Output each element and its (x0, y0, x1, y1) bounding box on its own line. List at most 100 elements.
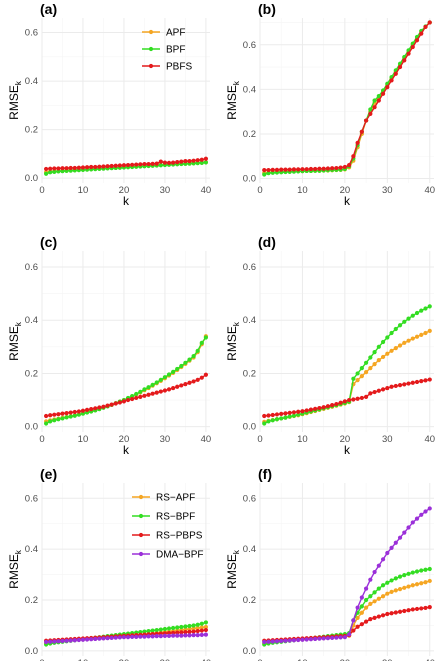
x-tick-label: 10 (297, 434, 308, 445)
legend-label: RS−BPF (156, 512, 195, 523)
data-point (166, 160, 172, 165)
data-point (56, 417, 61, 422)
data-point (313, 636, 318, 642)
data-point (150, 161, 155, 166)
x-tick-label: 40 (424, 185, 435, 196)
data-point (338, 635, 343, 640)
data-point (68, 165, 73, 171)
data-point (402, 58, 407, 63)
data-point (351, 376, 356, 381)
data-point (162, 626, 168, 632)
data-point (376, 93, 381, 99)
data-point (262, 167, 267, 173)
y-tick-label: 0.0 (25, 422, 38, 433)
data-point (162, 633, 168, 639)
data-point (325, 636, 331, 641)
y-axis-label-subscript: k (232, 549, 241, 554)
data-point (121, 399, 127, 404)
x-tick-label: 0 (39, 658, 44, 661)
data-point (76, 637, 81, 643)
data-point (130, 634, 135, 640)
data-point (146, 392, 151, 397)
data-point (385, 335, 390, 340)
data-point (317, 636, 322, 641)
y-tick-label: 0.0 (25, 646, 38, 657)
data-point (296, 412, 301, 417)
data-point (142, 393, 147, 398)
panel-label: (b) (258, 1, 276, 17)
data-point (150, 628, 155, 633)
data-point (372, 350, 377, 355)
data-point (175, 633, 180, 638)
data-point (410, 336, 415, 341)
data-point (330, 403, 335, 408)
data-point (134, 391, 139, 397)
x-tick-label: 10 (78, 434, 89, 445)
data-point (363, 118, 369, 123)
data-point (60, 411, 65, 416)
data-point (93, 406, 98, 411)
data-point (142, 161, 147, 167)
data-point (380, 387, 386, 392)
data-point (270, 418, 275, 423)
data-point (321, 636, 326, 641)
data-point (380, 613, 386, 618)
data-point (347, 632, 352, 637)
x-tick-label: 40 (424, 434, 435, 445)
x-tick-label: 0 (257, 434, 262, 445)
data-point (203, 156, 209, 161)
y-tick-label: 0.0 (243, 422, 256, 433)
data-point (389, 545, 394, 550)
data-point (113, 163, 118, 168)
data-point (175, 625, 180, 630)
data-point (179, 624, 184, 630)
x-tick-label: 40 (201, 658, 212, 661)
data-point (150, 634, 155, 639)
y-tick-label: 0.0 (25, 173, 38, 184)
legend-key-point (138, 494, 144, 500)
data-point (342, 164, 347, 170)
data-point (68, 414, 73, 419)
data-point (359, 374, 364, 379)
data-point (342, 399, 347, 404)
data-point (372, 98, 377, 103)
x-tick-label: 30 (382, 185, 393, 196)
y-tick-label: 0.6 (25, 262, 38, 273)
x-tick-label: 30 (382, 658, 393, 661)
x-tick-label: 40 (201, 185, 212, 196)
data-point (80, 637, 86, 642)
data-point (372, 615, 377, 620)
data-point (121, 163, 127, 168)
legend-label: RS−APF (156, 493, 195, 504)
data-point (423, 567, 428, 572)
data-point (142, 387, 147, 392)
y-axis-label: RMSEk (7, 549, 23, 589)
data-point (195, 633, 200, 638)
data-point (84, 407, 90, 413)
x-tick-label: 30 (160, 434, 171, 445)
data-point (359, 595, 364, 600)
data-point (363, 360, 369, 365)
x-tick-label: 40 (424, 658, 435, 661)
data-point (410, 44, 415, 50)
data-point (183, 629, 188, 635)
data-point (287, 167, 292, 172)
data-point (414, 379, 420, 385)
data-point (175, 630, 180, 635)
data-point (397, 574, 403, 579)
data-point (376, 614, 381, 619)
x-tick-label: 20 (119, 185, 130, 196)
y-tick-label: 0.4 (25, 315, 38, 326)
data-point (175, 160, 180, 165)
data-point (385, 85, 390, 90)
data-point (162, 375, 168, 380)
data-point (402, 319, 407, 324)
data-point (97, 405, 102, 410)
y-tick-label: 0.2 (243, 595, 256, 606)
data-point (397, 323, 403, 328)
data-point (203, 620, 209, 625)
data-point (175, 384, 180, 389)
data-point (154, 634, 159, 639)
